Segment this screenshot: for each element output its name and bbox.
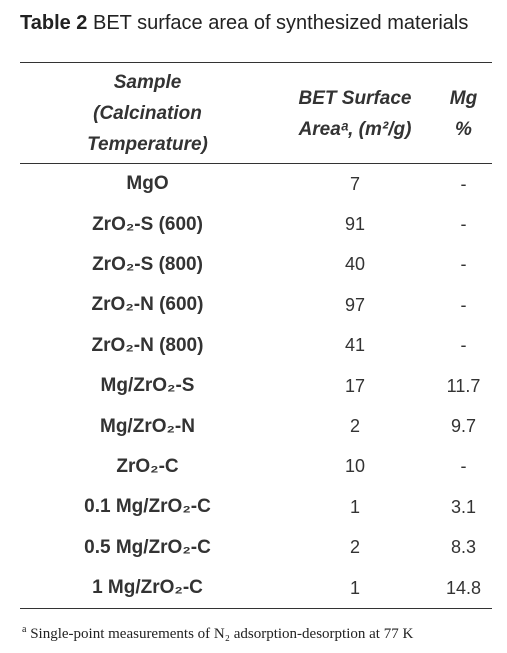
table-row: Mg/ZrO₂-S 17 11.7 [20,366,492,406]
sample-cell: ZrO₂-S (600) [92,213,203,235]
table-title: Table 2 BET surface area of synthesized … [20,12,468,35]
table-row: 1 Mg/ZrO₂-C 1 14.8 [20,568,492,609]
sample-cell: 1 Mg/ZrO₂-C [92,577,203,599]
value-cell: 1 [349,496,360,517]
header-text: BET Surface Areaᵃ, (m²/g) [298,87,412,140]
sample-cell: ZrO₂-S (800) [92,253,203,275]
header-cell: BET Surface Areaᵃ, (m²/g) [275,63,435,164]
table-row: ZrO₂-C 10 - [20,447,492,487]
value-cell: 97 [344,294,366,315]
value-cell: 14.8 [445,577,482,598]
value-cell: 91 [344,214,366,235]
header-cell: Mg % [435,63,492,164]
sample-cell: MgO [126,173,169,195]
table-row: ZrO₂-N (800) 41 - [20,326,492,366]
value-cell: - [460,335,467,356]
sample-cell: 0.1 Mg/ZrO₂-C [84,496,211,518]
value-cell: 40 [344,254,366,275]
table-body: MgO 7- ZrO₂-S (600) 91- ZrO₂-S (800) 40- ZrO₂-… [20,164,492,609]
table: Sample (Calcination Temperature) BET Sur… [20,62,492,609]
footnote: a Single-point measurements of N₂ adsorp… [22,624,413,643]
value-cell: 41 [344,335,366,356]
value-cell: - [460,456,467,477]
value-cell: 1 [349,577,360,598]
sample-cell: ZrO₂-N (800) [91,334,204,356]
table-row: ZrO₂-N (600) 97 - [20,285,492,325]
value-cell: 2 [349,416,360,437]
table-row: ZrO₂-S (600) 91 - [20,204,492,244]
table-row: 0.1 Mg/ZrO₂-C 1 3.1 [20,487,492,527]
footnote-marker: a [22,624,27,635]
sample-cell: Mg/ZrO₂-S [100,375,195,397]
header-row: Sample (Calcination Temperature) BET Sur… [20,62,492,164]
value-cell: 3.1 [450,496,477,517]
value-cell: 11.7 [446,375,481,396]
header-text: Mg % [449,87,478,140]
value-cell: - [460,254,467,275]
sample-cell: ZrO₂-C [116,455,179,477]
value-cell: - [460,294,467,315]
value-cell: - [460,173,467,194]
value-cell: 17 [344,375,366,396]
footnote-text: Single-point measurements of N₂ adsorpti… [30,626,414,642]
table-caption: BET surface area of synthesized material… [93,12,469,34]
value-cell: 8.3 [450,537,477,558]
table-row: Mg/ZrO₂-N 2 9.7 [20,406,492,446]
value-cell: 7 [349,173,360,194]
table-row: 0.5 Mg/ZrO₂-C 2 8.3 [20,528,492,568]
value-cell: 10 [344,456,366,477]
value-cell: - [460,214,467,235]
sample-cell: ZrO₂-N (600) [91,294,204,316]
value-cell: 9.7 [450,416,477,437]
table-row: MgO 7 - [20,164,492,205]
value-cell: 2 [349,537,360,558]
table-row: ZrO₂-S (800) 40 - [20,245,492,285]
header-cell: Sample (Calcination Temperature) [20,63,275,164]
sample-cell: 0.5 Mg/ZrO₂-C [84,536,211,558]
sample-cell: Mg/ZrO₂-N [100,415,195,437]
header-text: Sample (Calcination Temperature) [87,72,208,155]
table-label: Table 2 [20,12,88,34]
